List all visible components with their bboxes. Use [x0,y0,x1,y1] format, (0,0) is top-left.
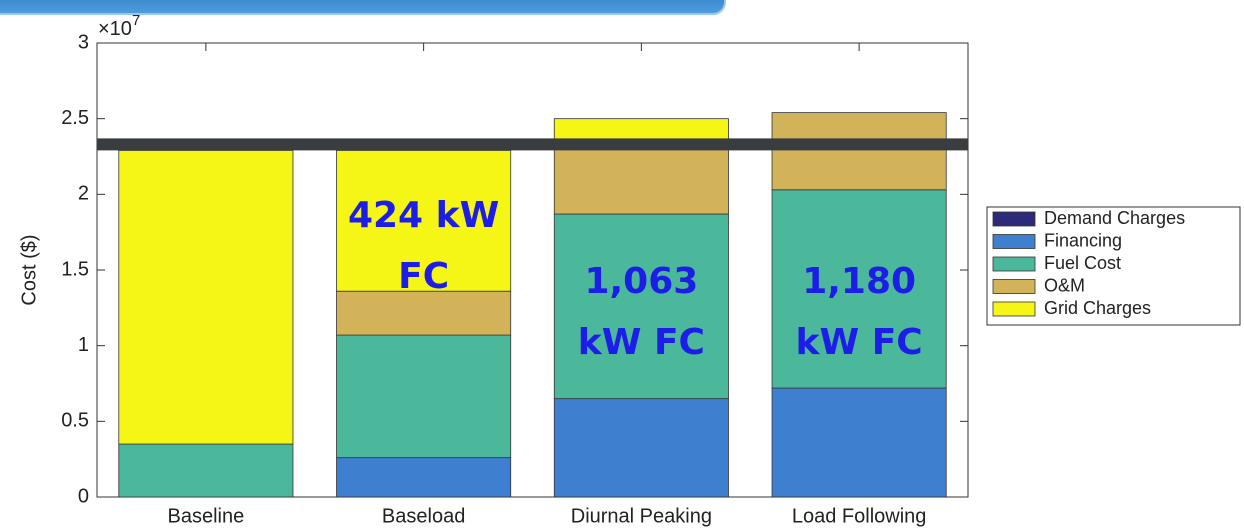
y-multiplier-base: ×10 [98,18,132,40]
x-tick-label: Baseline [168,505,245,527]
bar-segment [336,150,512,292]
legend-swatch [992,279,1036,294]
legend-label: Financing [1044,230,1122,250]
bar-segment [771,387,947,498]
reference-line [97,138,968,151]
legend-swatch [992,211,1036,227]
annotation: FC [398,256,449,297]
legend-label: Grid Charges [1044,298,1151,318]
legend-label: Fuel Cost [1044,253,1121,273]
bar-segment [771,112,947,191]
y-tick-label: 3 [78,31,89,53]
annotation: 1,063 [584,261,698,302]
bar-segment [336,457,512,498]
legend-swatch [992,234,1036,249]
y-axis-label: Cost ($) [18,234,40,305]
y-tick-label: 2.5 [61,107,89,129]
bar-segment [336,334,512,459]
y-tick-label: 1.5 [61,258,89,280]
legend-label: Demand Charges [1044,208,1185,228]
annotation: 424 kW [348,195,499,236]
y-tick-label: 2 [78,183,89,205]
annotation: kW FC [578,322,705,363]
x-tick-label: Load Following [792,505,927,527]
x-tick-label: Diurnal Peaking [571,505,712,527]
legend-label: O&M [1044,275,1085,295]
annotation: kW FC [796,322,923,363]
annotation: 1,180 [802,261,916,302]
banner [0,0,726,15]
legend-swatch [992,256,1036,272]
y-tick-label: 0.5 [61,410,89,432]
bar-segment [553,213,729,400]
x-tick-label: Baseload [382,505,465,527]
bar-segment [118,150,294,445]
bar-segment [336,290,512,336]
y-multiplier: ×107 [98,12,140,40]
bar-segment [553,148,729,215]
y-multiplier-exponent: 7 [132,12,140,29]
y-tick-label: 0 [78,485,89,507]
legend-swatch [992,301,1036,317]
y-tick-label: 1 [78,334,89,356]
bar-segment [771,189,947,389]
bar-segment [118,443,294,498]
bar-segment [553,398,729,498]
